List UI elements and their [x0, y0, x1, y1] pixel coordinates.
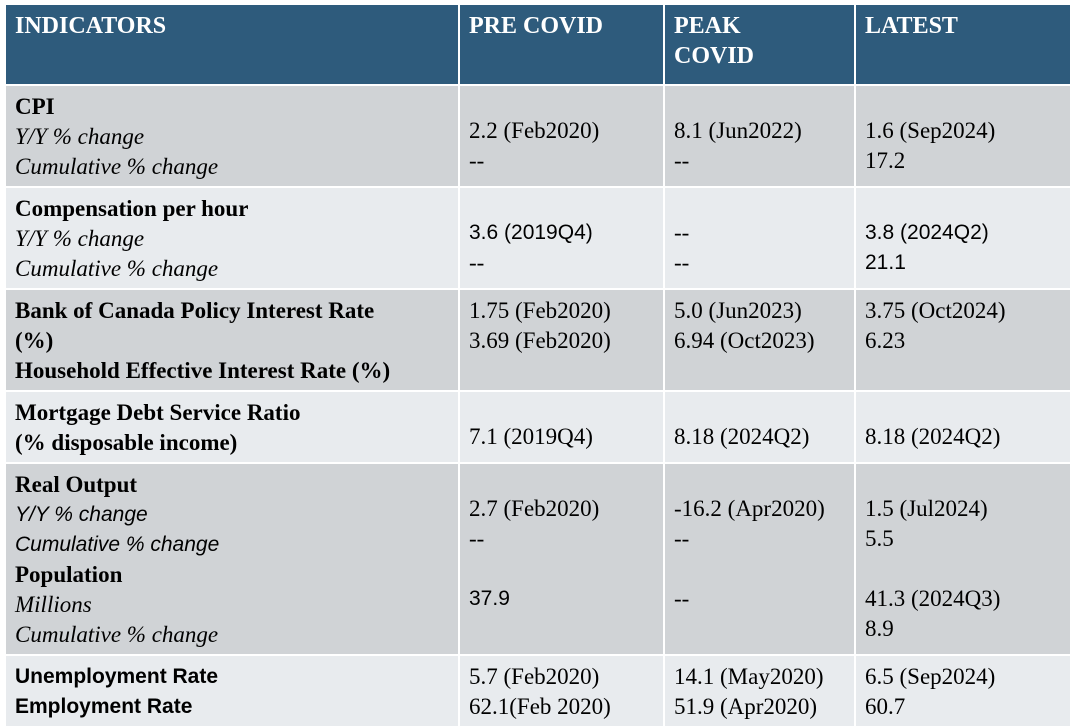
value: 8.1 (Jun2022)	[674, 118, 802, 143]
pre-covid-cell: 5.7 (Feb2020) 62.1(Feb 2020)	[458, 654, 665, 728]
value: -16.2 (Apr2020)	[674, 496, 825, 521]
spacer	[469, 554, 654, 584]
value: 8.18 (2024Q2)	[865, 424, 1001, 449]
latest-cell: 3.75 (Oct2024) 6.23	[854, 288, 1072, 392]
value: --	[469, 148, 485, 173]
value: 8.18 (2024Q2)	[674, 424, 810, 449]
header-indicators: INDICATORS	[4, 3, 460, 86]
header-peak-covid: PEAK COVID	[663, 3, 856, 86]
value: 17.2	[865, 148, 906, 173]
latest-cell: 6.5 (Sep2024) 60.7	[854, 654, 1072, 728]
value: 6.94 (Oct2023)	[674, 328, 815, 353]
latest-cell: 3.8 (2024Q2) 21.1	[854, 186, 1072, 290]
header-latest: LATEST	[854, 3, 1072, 86]
value: 5.5	[865, 526, 894, 551]
value: --	[674, 586, 690, 611]
value: 6.5 (Sep2024)	[865, 664, 996, 689]
latest-cell: 1.6 (Sep2024) 17.2	[854, 84, 1072, 188]
value: 2.7 (Feb2020)	[469, 496, 600, 521]
value: 3.69 (Feb2020)	[469, 328, 611, 353]
indicator-title: Unemployment Rate	[15, 665, 219, 688]
indicator-title: (% disposable income)	[15, 430, 238, 455]
indicator-title: (%)	[15, 328, 54, 353]
indicator-cell: Real Output Y/Y % change Cumulative % ch…	[4, 462, 460, 656]
value: 41.3 (2024Q3)	[865, 586, 1001, 611]
value: --	[674, 220, 690, 245]
indicator-sub: Cumulative % change	[15, 256, 219, 281]
indicator-title: Household Effective Interest Rate (%)	[15, 358, 391, 383]
value: 2.2 (Feb2020)	[469, 118, 600, 143]
indicators-table: INDICATORS PRE COVID PEAK COVID LATEST C…	[4, 3, 1072, 728]
value: --	[674, 250, 690, 275]
value: --	[674, 148, 690, 173]
latest-cell: 8.18 (2024Q2)	[854, 390, 1072, 464]
indicator-title: Mortgage Debt Service Ratio	[15, 400, 301, 425]
value: 60.7	[865, 694, 906, 719]
peak-covid-cell: -16.2 (Apr2020) -- --	[663, 462, 856, 656]
indicator-sub: Y/Y % change	[15, 124, 145, 149]
value: 14.1 (May2020)	[674, 664, 824, 689]
row-interest-rates: Bank of Canada Policy Interest Rate (%) …	[4, 288, 1072, 392]
row-output-population: Real Output Y/Y % change Cumulative % ch…	[4, 462, 1072, 656]
pre-covid-cell: 2.7 (Feb2020) -- 37.9	[458, 462, 665, 656]
row-cpi: CPI Y/Y % change Cumulative % change 2.2…	[4, 84, 1072, 188]
peak-covid-cell: 8.1 (Jun2022) --	[663, 84, 856, 188]
value: 8.9	[865, 616, 894, 641]
indicator-title: Employment Rate	[15, 695, 193, 718]
spacer	[865, 554, 1061, 584]
indicator-cell: Bank of Canada Policy Interest Rate (%) …	[4, 288, 460, 392]
indicator-sub: Cumulative % change	[15, 154, 219, 179]
indicator-sub: Cumulative % change	[15, 533, 220, 556]
spacer	[674, 554, 845, 584]
indicator-title: Compensation per hour	[15, 196, 249, 221]
pre-covid-cell: 1.75 (Feb2020) 3.69 (Feb2020)	[458, 288, 665, 392]
value: --	[469, 250, 485, 275]
header-row: INDICATORS PRE COVID PEAK COVID LATEST	[4, 3, 1072, 86]
value: 3.75 (Oct2024)	[865, 298, 1006, 323]
value: 37.9	[469, 587, 510, 610]
indicator-sub: Y/Y % change	[15, 503, 148, 526]
indicator-cell: CPI Y/Y % change Cumulative % change	[4, 84, 460, 188]
value: --	[469, 526, 485, 551]
row-mortgage: Mortgage Debt Service Ratio (% disposabl…	[4, 390, 1072, 464]
peak-covid-cell: 5.0 (Jun2023) 6.94 (Oct2023)	[663, 288, 856, 392]
value: 1.5 (Jul2024)	[865, 496, 988, 521]
peak-covid-cell: 14.1 (May2020) 51.9 (Apr2020)	[663, 654, 856, 728]
indicator-cell: Unemployment Rate Employment Rate	[4, 654, 460, 728]
row-compensation: Compensation per hour Y/Y % change Cumul…	[4, 186, 1072, 290]
value: 1.75 (Feb2020)	[469, 298, 611, 323]
indicator-sub: Y/Y % change	[15, 226, 145, 251]
value: 21.1	[865, 251, 906, 274]
indicator-title: Bank of Canada Policy Interest Rate	[15, 298, 375, 323]
peak-covid-cell: 8.18 (2024Q2)	[663, 390, 856, 464]
value: 5.7 (Feb2020)	[469, 664, 600, 689]
indicator-title: Population	[15, 562, 123, 587]
latest-cell: 1.5 (Jul2024) 5.5 41.3 (2024Q3) 8.9	[854, 462, 1072, 656]
value: 3.8 (2024Q2)	[865, 221, 989, 244]
value: --	[674, 526, 690, 551]
indicator-title: Real Output	[15, 472, 138, 497]
value: 1.6 (Sep2024)	[865, 118, 996, 143]
indicator-cell: Compensation per hour Y/Y % change Cumul…	[4, 186, 460, 290]
value: 51.9 (Apr2020)	[674, 694, 818, 719]
header-pre-covid: PRE COVID	[458, 3, 665, 86]
value: 62.1(Feb 2020)	[469, 694, 611, 719]
value: 7.1 (2019Q4)	[469, 424, 593, 449]
indicator-sub: Cumulative % change	[15, 622, 219, 647]
peak-covid-cell: -- --	[663, 186, 856, 290]
pre-covid-cell: 2.2 (Feb2020) --	[458, 84, 665, 188]
row-employment: Unemployment Rate Employment Rate 5.7 (F…	[4, 654, 1072, 728]
indicator-sub: Millions	[15, 592, 92, 617]
indicator-title: CPI	[15, 94, 55, 119]
value: 3.6 (2019Q4)	[469, 221, 593, 244]
pre-covid-cell: 7.1 (2019Q4)	[458, 390, 665, 464]
pre-covid-cell: 3.6 (2019Q4) --	[458, 186, 665, 290]
indicator-cell: Mortgage Debt Service Ratio (% disposabl…	[4, 390, 460, 464]
value: 5.0 (Jun2023)	[674, 298, 802, 323]
value: 6.23	[865, 328, 906, 353]
